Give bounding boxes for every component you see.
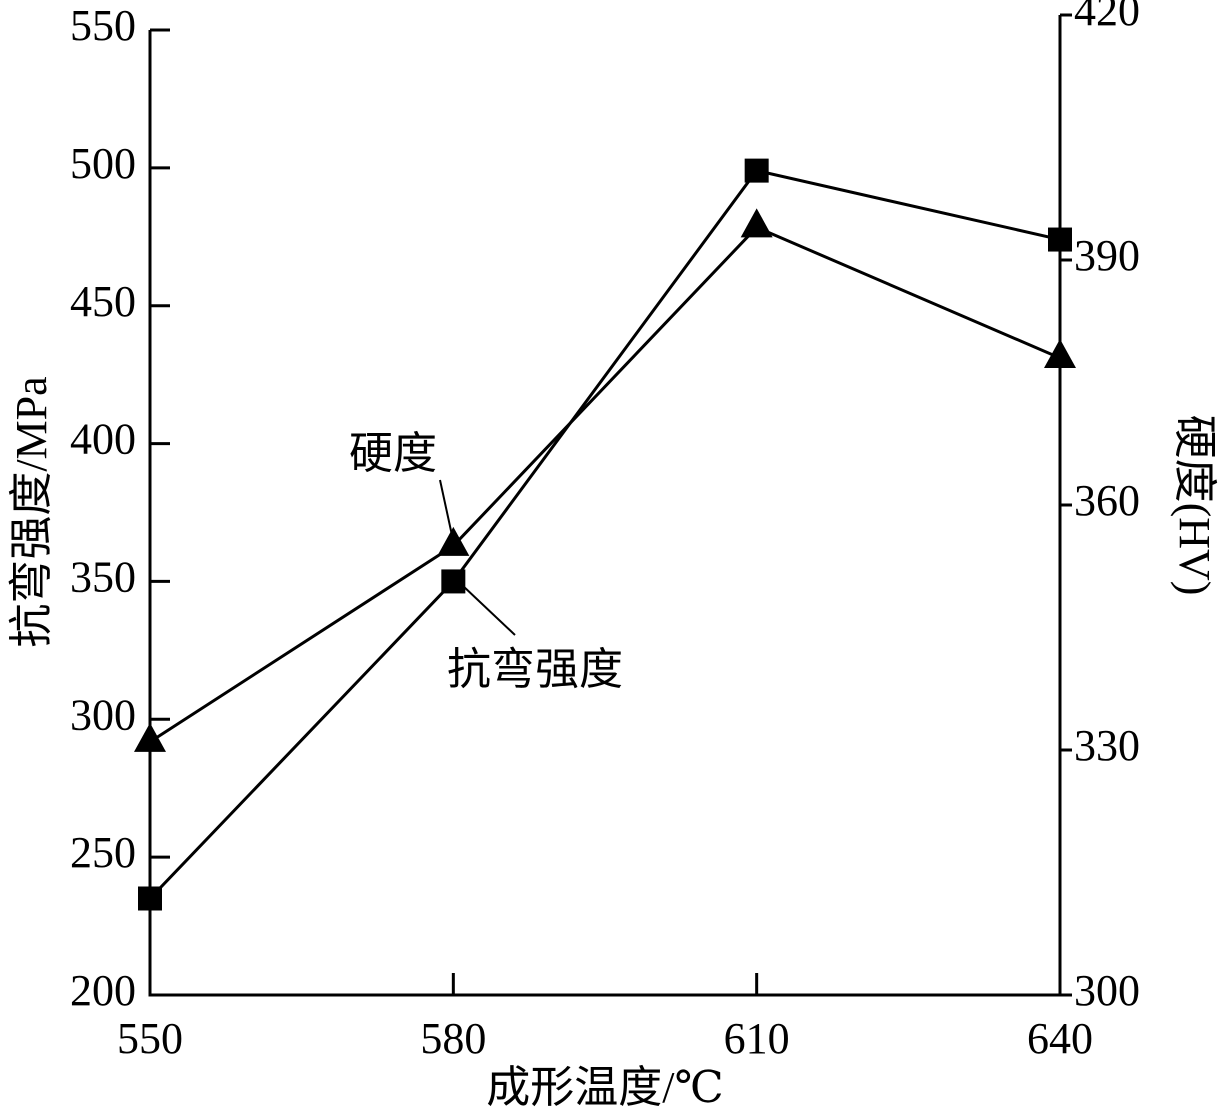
marker bbox=[744, 158, 769, 183]
y-tick-label: 300 bbox=[70, 690, 136, 739]
marker bbox=[1048, 227, 1072, 252]
series-line bbox=[149, 225, 1061, 744]
x-tick-label: 550 bbox=[117, 1014, 183, 1063]
y2-tick-label: 420 bbox=[1074, 0, 1140, 35]
y2-axis-label: 硬度(HV) bbox=[1170, 415, 1218, 596]
marker bbox=[138, 886, 162, 911]
marker bbox=[441, 569, 466, 594]
marker bbox=[1044, 339, 1076, 368]
y-tick-label: 350 bbox=[70, 553, 136, 602]
annotation-line bbox=[461, 584, 516, 636]
y-tick-label: 200 bbox=[70, 966, 136, 1015]
y2-tick-label: 330 bbox=[1074, 721, 1140, 770]
x-axis-label: 成形温度/℃ bbox=[486, 1063, 723, 1112]
series-label: 硬度 bbox=[349, 429, 437, 478]
series-label: 抗弯强度 bbox=[447, 645, 623, 694]
y-tick-label: 250 bbox=[70, 828, 136, 877]
y2-tick-label: 390 bbox=[1074, 231, 1140, 280]
y2-tick-label: 300 bbox=[1074, 966, 1140, 1015]
y2-tick-label: 360 bbox=[1074, 476, 1140, 525]
y-tick-label: 550 bbox=[70, 1, 136, 50]
axes bbox=[148, 15, 1062, 997]
y-axis-label: 抗弯强度/MPa bbox=[7, 376, 56, 647]
marker bbox=[437, 526, 470, 556]
y-tick-label: 400 bbox=[70, 415, 136, 464]
x-tick-label: 610 bbox=[724, 1014, 790, 1063]
x-tick-label: 640 bbox=[1027, 1014, 1093, 1063]
series-line bbox=[148, 168, 1061, 900]
y-tick-label: 450 bbox=[70, 277, 136, 326]
marker bbox=[740, 208, 773, 238]
y-tick-label: 500 bbox=[70, 139, 136, 188]
annotation-line bbox=[439, 479, 454, 541]
x-tick-label: 580 bbox=[420, 1014, 486, 1063]
marker bbox=[134, 722, 166, 752]
